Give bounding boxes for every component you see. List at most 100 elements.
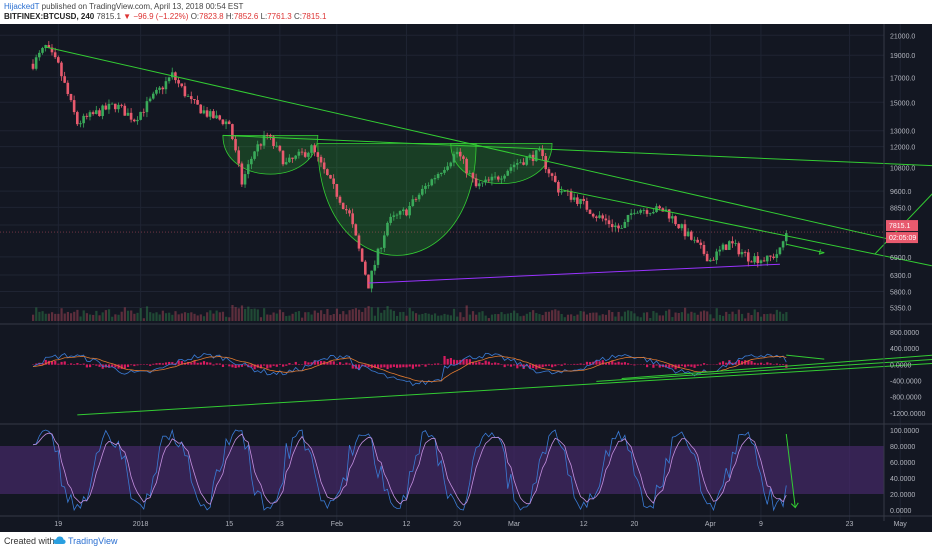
candle-body[interactable] — [519, 162, 522, 164]
candle-body[interactable] — [772, 256, 775, 258]
candle-body[interactable] — [291, 157, 294, 159]
candle-body[interactable] — [525, 157, 529, 165]
candle-body[interactable] — [715, 251, 718, 261]
candle-body[interactable] — [598, 215, 601, 218]
macd-trendline[interactable] — [621, 354, 932, 380]
candle-body[interactable] — [582, 198, 585, 201]
candle-body[interactable] — [94, 110, 98, 114]
candle-body[interactable] — [642, 210, 646, 211]
price-pane[interactable] — [0, 41, 932, 425]
candle-body[interactable] — [658, 206, 661, 209]
candle-body[interactable] — [139, 111, 142, 120]
candle-body[interactable] — [202, 110, 206, 114]
candle-body[interactable] — [332, 178, 335, 185]
candle-body[interactable] — [170, 72, 174, 78]
candle-body[interactable] — [436, 174, 440, 179]
candle-body[interactable] — [762, 260, 766, 262]
candle-body[interactable] — [69, 93, 73, 101]
candle-body[interactable] — [110, 103, 114, 105]
candle-body[interactable] — [221, 119, 225, 125]
candle-body[interactable] — [547, 169, 551, 174]
candle-body[interactable] — [740, 252, 744, 255]
candle-body[interactable] — [183, 86, 187, 97]
candle-body[interactable] — [215, 115, 218, 119]
candle-body[interactable] — [307, 152, 310, 157]
candle-body[interactable] — [117, 104, 120, 110]
candle-body[interactable] — [718, 249, 722, 252]
candle-body[interactable] — [743, 252, 747, 253]
candle-body[interactable] — [262, 134, 266, 146]
candle-body[interactable] — [161, 87, 165, 90]
candle-body[interactable] — [661, 208, 665, 212]
candle-body[interactable] — [354, 224, 358, 236]
macd-trendline[interactable] — [77, 363, 932, 416]
candle-body[interactable] — [452, 154, 456, 163]
candle-body[interactable] — [72, 100, 76, 113]
candle-body[interactable] — [534, 150, 538, 161]
candle-body[interactable] — [484, 179, 487, 183]
candle-body[interactable] — [778, 247, 782, 255]
candle-body[interactable] — [364, 261, 367, 275]
candle-body[interactable] — [41, 48, 44, 53]
candle-body[interactable] — [541, 148, 544, 157]
candle-body[interactable] — [319, 156, 323, 163]
candle-body[interactable] — [500, 178, 503, 180]
candle-body[interactable] — [329, 175, 332, 179]
candle-body[interactable] — [727, 241, 731, 250]
candle-body[interactable] — [253, 151, 256, 159]
candle-body[interactable] — [158, 87, 161, 90]
candle-body[interactable] — [455, 151, 459, 155]
candle-body[interactable] — [626, 214, 630, 222]
candle-body[interactable] — [765, 255, 769, 262]
candle-body[interactable] — [53, 52, 57, 58]
candle-body[interactable] — [186, 96, 190, 97]
candle-body[interactable] — [101, 105, 104, 117]
candle-body[interactable] — [269, 135, 272, 137]
candle-body[interactable] — [645, 210, 649, 214]
candle-body[interactable] — [677, 224, 680, 229]
candle-body[interactable] — [690, 231, 693, 240]
candle-body[interactable] — [769, 255, 772, 257]
candle-body[interactable] — [98, 110, 101, 117]
candle-body[interactable] — [177, 80, 180, 84]
candle-body[interactable] — [132, 119, 136, 122]
candle-body[interactable] — [462, 156, 465, 159]
candle-body[interactable] — [414, 199, 418, 201]
candle-body[interactable] — [126, 112, 130, 116]
candle-body[interactable] — [496, 176, 500, 180]
candle-body[interactable] — [468, 173, 472, 174]
candle-body[interactable] — [224, 121, 228, 125]
macd-pane[interactable] — [31, 352, 932, 416]
candle-body[interactable] — [617, 225, 620, 229]
candle-body[interactable] — [341, 202, 345, 210]
candle-body[interactable] — [379, 247, 383, 249]
candle-body[interactable] — [693, 239, 696, 241]
candle-body[interactable] — [395, 214, 399, 216]
tradingview-brand-link[interactable]: TradingView — [68, 536, 118, 546]
candle-body[interactable] — [411, 199, 415, 206]
candle-body[interactable] — [281, 150, 285, 165]
candle-body[interactable] — [401, 209, 405, 212]
candle-body[interactable] — [420, 188, 424, 195]
candle-body[interactable] — [784, 233, 788, 242]
candle-body[interactable] — [753, 256, 756, 263]
candle-body[interactable] — [60, 62, 63, 77]
candle-body[interactable] — [506, 170, 510, 176]
author-link[interactable]: HijackedT — [4, 2, 40, 11]
candle-body[interactable] — [164, 81, 168, 90]
candle-body[interactable] — [705, 253, 709, 262]
candle-body[interactable] — [674, 216, 677, 225]
candle-body[interactable] — [712, 259, 715, 261]
candle-body[interactable] — [151, 93, 155, 99]
candle-body[interactable] — [595, 216, 598, 218]
candle-body[interactable] — [392, 215, 396, 217]
candle-body[interactable] — [696, 239, 699, 243]
candle-body[interactable] — [458, 151, 462, 157]
candle-body[interactable] — [310, 145, 313, 153]
candle-body[interactable] — [47, 45, 51, 48]
candle-body[interactable] — [737, 243, 741, 255]
candle-body[interactable] — [288, 157, 291, 163]
candle-body[interactable] — [240, 163, 244, 185]
candle-body[interactable] — [284, 162, 288, 165]
candle-body[interactable] — [234, 139, 237, 151]
